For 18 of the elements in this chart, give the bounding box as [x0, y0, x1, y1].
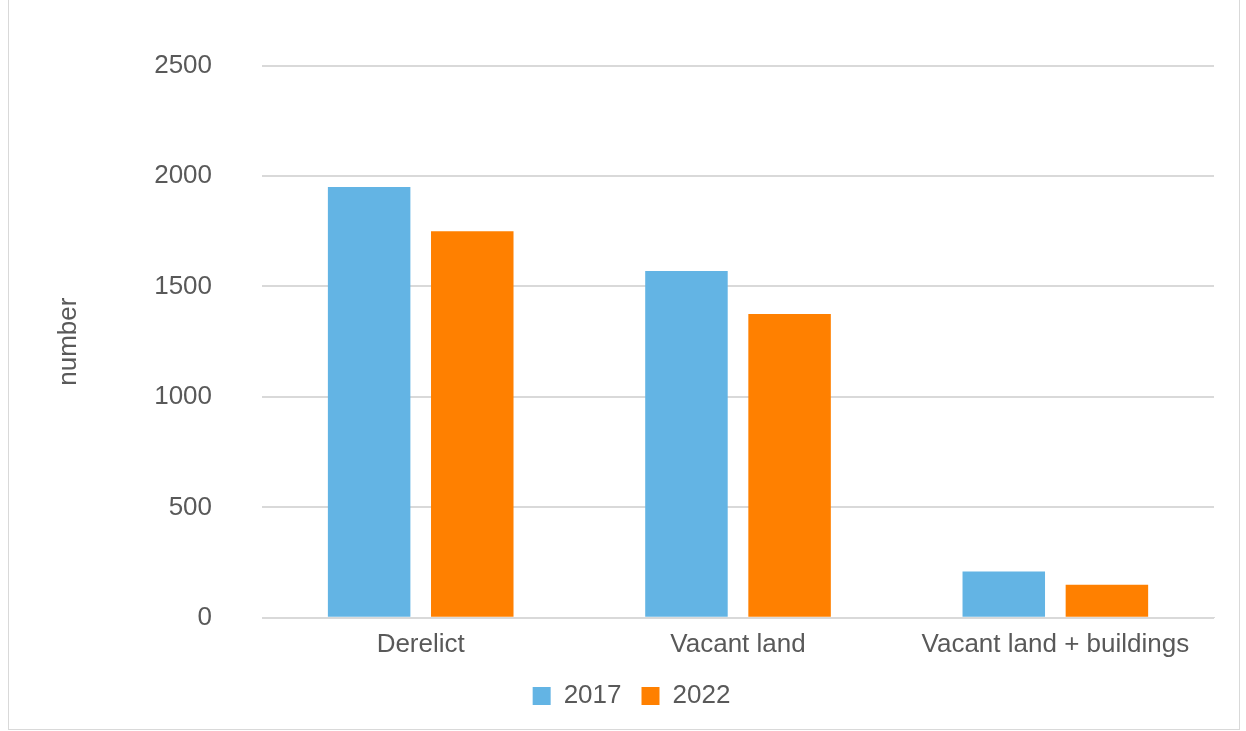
y-tick-label: 2500	[154, 48, 213, 79]
bar	[327, 187, 411, 617]
x-tick-label: Vacant land + buildings	[921, 627, 1190, 658]
bar	[748, 314, 831, 617]
legend-label: 2017	[563, 679, 622, 710]
y-axis-title: number	[51, 297, 82, 386]
legend-label: 2022	[672, 679, 731, 710]
bar	[1065, 584, 1149, 617]
bar	[645, 271, 728, 617]
y-tick-label: 2000	[154, 159, 213, 190]
x-tick-label: Derelict	[376, 627, 466, 658]
y-tick-label: 1500	[154, 269, 213, 300]
x-tick-label: Vacant land	[670, 627, 806, 658]
bar	[431, 231, 514, 617]
y-tick-label: 500	[168, 490, 213, 521]
bar	[962, 571, 1046, 617]
y-tick-label: 1000	[154, 380, 213, 411]
y-tick-label: 0	[197, 600, 213, 631]
